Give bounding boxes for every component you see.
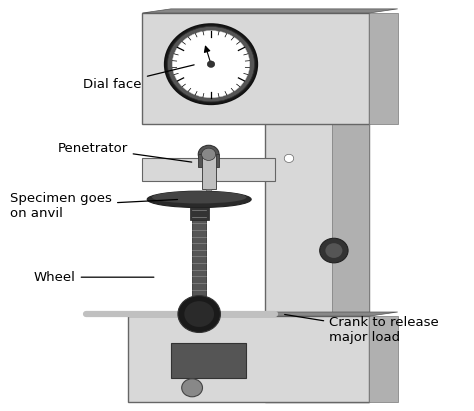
- Text: Wheel: Wheel: [34, 271, 154, 284]
- FancyBboxPatch shape: [171, 343, 246, 378]
- FancyBboxPatch shape: [265, 17, 369, 402]
- FancyBboxPatch shape: [331, 17, 369, 402]
- FancyBboxPatch shape: [206, 189, 211, 199]
- FancyBboxPatch shape: [369, 316, 398, 402]
- Polygon shape: [128, 312, 398, 316]
- Circle shape: [178, 296, 220, 332]
- Ellipse shape: [152, 191, 246, 203]
- FancyBboxPatch shape: [143, 158, 275, 181]
- FancyBboxPatch shape: [192, 199, 206, 320]
- Text: Specimen goes
on anvil: Specimen goes on anvil: [10, 192, 177, 219]
- Circle shape: [167, 26, 255, 102]
- Text: Penetrator: Penetrator: [57, 142, 191, 162]
- Circle shape: [319, 238, 348, 263]
- Circle shape: [198, 145, 219, 163]
- FancyBboxPatch shape: [369, 13, 398, 124]
- Circle shape: [201, 148, 216, 160]
- Circle shape: [207, 61, 215, 67]
- Circle shape: [184, 301, 214, 327]
- Circle shape: [182, 379, 202, 397]
- Ellipse shape: [147, 191, 251, 208]
- Circle shape: [164, 24, 257, 104]
- FancyBboxPatch shape: [201, 154, 216, 189]
- FancyBboxPatch shape: [128, 316, 369, 402]
- Polygon shape: [143, 9, 398, 13]
- Circle shape: [325, 243, 342, 258]
- FancyBboxPatch shape: [190, 207, 209, 220]
- Text: Dial face: Dial face: [83, 65, 194, 91]
- Text: Crank to release
major load: Crank to release major load: [285, 314, 439, 344]
- Circle shape: [172, 30, 250, 98]
- FancyBboxPatch shape: [143, 13, 369, 124]
- Circle shape: [284, 154, 294, 162]
- FancyBboxPatch shape: [198, 154, 219, 166]
